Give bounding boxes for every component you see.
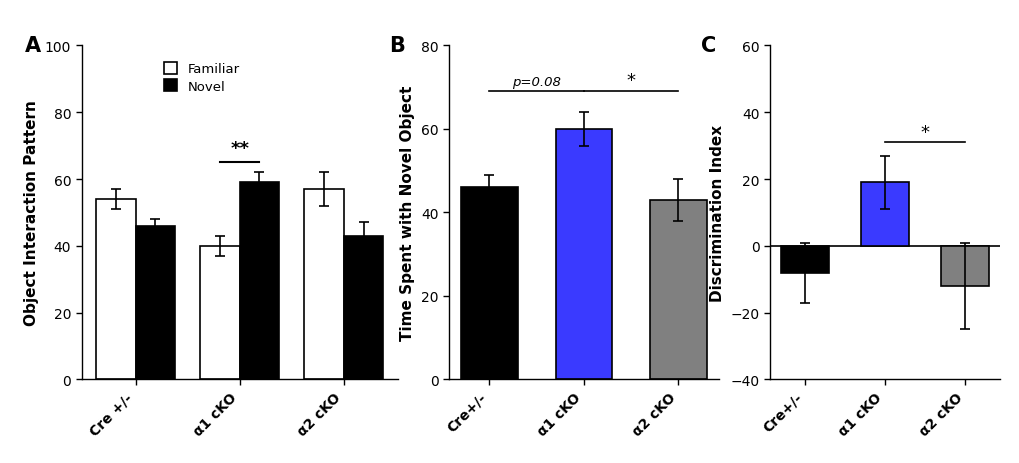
Text: A: A (24, 36, 41, 56)
Text: *: * (626, 72, 635, 90)
Text: B: B (389, 36, 405, 56)
Bar (239, 183, 279, 380)
Bar (461, 188, 518, 380)
Bar (136, 226, 175, 380)
Y-axis label: Time Spent with Novel Object: Time Spent with Novel Object (399, 86, 415, 340)
Text: *: * (919, 123, 928, 141)
Bar (941, 246, 988, 286)
Bar (555, 130, 611, 380)
Bar (304, 190, 343, 380)
Y-axis label: Discrimination Index: Discrimination Index (709, 125, 725, 301)
Bar (96, 200, 136, 380)
Bar (780, 246, 827, 273)
Text: p=0.08: p=0.08 (512, 76, 560, 89)
Text: **: ** (230, 140, 249, 158)
Bar (200, 246, 239, 380)
Bar (649, 200, 706, 380)
Legend: Familiar, Novel: Familiar, Novel (163, 63, 239, 94)
Bar (860, 183, 908, 246)
Bar (343, 236, 383, 380)
Text: C: C (701, 36, 715, 56)
Y-axis label: Object Interaction Pattern: Object Interaction Pattern (24, 100, 39, 325)
